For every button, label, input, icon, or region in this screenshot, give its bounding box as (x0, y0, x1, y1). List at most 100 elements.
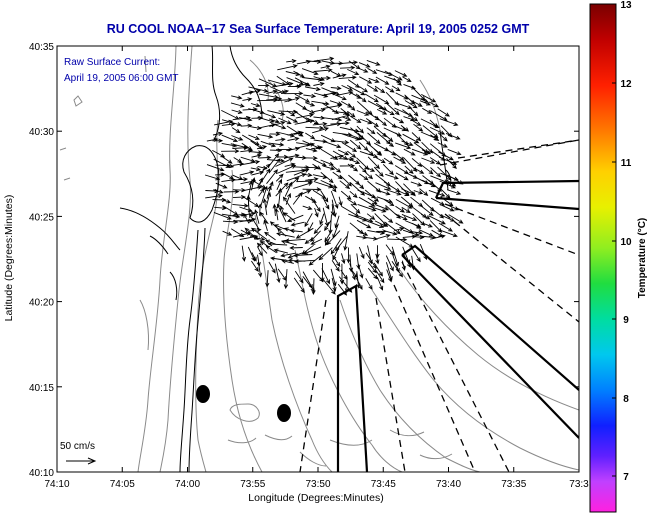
current-vector (302, 107, 316, 114)
current-vector (294, 93, 311, 103)
current-vector (383, 157, 394, 165)
current-vector (421, 149, 432, 155)
current-vector (275, 182, 289, 197)
current-vector (341, 253, 346, 265)
current-vector (420, 214, 431, 220)
current-vector (267, 241, 288, 247)
current-vector (330, 139, 350, 145)
current-vector (243, 213, 250, 224)
current-vector (430, 134, 440, 141)
current-vector (295, 142, 316, 149)
current-vector (248, 134, 260, 140)
current-vector (337, 283, 348, 296)
current-vector (395, 92, 409, 100)
current-vector (311, 100, 330, 106)
current-vector (212, 131, 224, 136)
current-vector (364, 93, 379, 103)
current-vector (265, 245, 277, 254)
surface-current-vectors (204, 56, 464, 296)
current-vector (356, 125, 365, 134)
current-vector (238, 116, 253, 122)
current-vector (358, 246, 365, 260)
current-vector (258, 83, 270, 88)
current-vector (285, 192, 292, 205)
current-vector (324, 219, 332, 232)
current-vector (446, 157, 457, 170)
current-vector (258, 155, 272, 160)
current-vector (401, 260, 406, 272)
current-vector (337, 149, 350, 156)
current-vector (394, 101, 413, 110)
current-vector (260, 140, 277, 148)
current-vector (214, 205, 227, 211)
current-vector (303, 93, 317, 99)
current-vector (392, 116, 405, 124)
current-vector (359, 86, 369, 93)
current-vector (313, 223, 324, 235)
current-vector (250, 235, 266, 242)
current-vector (359, 68, 369, 73)
current-vector (401, 206, 411, 213)
current-vector (347, 198, 358, 206)
sample-site-marker (277, 404, 291, 422)
current-vector (410, 119, 422, 126)
current-vector (375, 253, 380, 265)
current-vector (338, 75, 357, 80)
current-vector (367, 132, 381, 145)
current-vector (341, 205, 360, 217)
current-vector (438, 222, 453, 232)
current-vector (385, 173, 399, 180)
current-vector (422, 107, 433, 114)
current-vector (395, 172, 409, 181)
current-vector (272, 203, 277, 216)
current-vector (275, 89, 290, 94)
current-vector (293, 259, 315, 264)
current-vector (411, 100, 423, 107)
current-vector (233, 157, 243, 163)
x-tick-label: 73:3 (569, 479, 589, 490)
current-vector (286, 214, 304, 223)
current-vector (384, 188, 402, 196)
current-vector (385, 230, 398, 236)
current-vector (248, 213, 260, 231)
current-vector (293, 168, 310, 176)
current-vector (448, 214, 464, 224)
current-vector (376, 108, 388, 115)
current-vector (384, 70, 403, 81)
current-vector (319, 213, 325, 226)
current-vector (320, 64, 331, 69)
scale-label: 50 cm/s (60, 441, 95, 452)
current-vector (310, 196, 321, 213)
current-vector (295, 82, 310, 87)
current-vector (385, 140, 395, 148)
current-vector (265, 270, 270, 288)
current-vector (383, 108, 395, 116)
current-vector (330, 120, 350, 126)
current-vector (284, 91, 304, 96)
current-vector (365, 118, 379, 127)
current-vector (440, 172, 459, 181)
current-vector (356, 219, 372, 229)
current-vector (367, 229, 386, 235)
colorbar-tick-label: 9 (623, 315, 629, 326)
current-vector (286, 110, 296, 117)
current-vector (257, 110, 277, 119)
y-tick-label: 40:25 (29, 212, 54, 223)
current-vector (320, 75, 332, 81)
current-vector (305, 102, 316, 107)
current-vector (413, 190, 424, 195)
current-vector (366, 213, 376, 220)
current-vector (349, 115, 362, 124)
current-vector (377, 233, 391, 240)
current-vector (359, 118, 373, 125)
current-vector (251, 153, 262, 158)
current-vector (305, 125, 325, 131)
colorbar-label: Temperature (°C) (637, 218, 648, 299)
current-vector (289, 228, 303, 233)
current-vector (437, 132, 448, 142)
current-vector (256, 145, 268, 150)
current-vector (439, 229, 458, 238)
current-vector (373, 125, 387, 138)
current-vector (213, 189, 224, 194)
